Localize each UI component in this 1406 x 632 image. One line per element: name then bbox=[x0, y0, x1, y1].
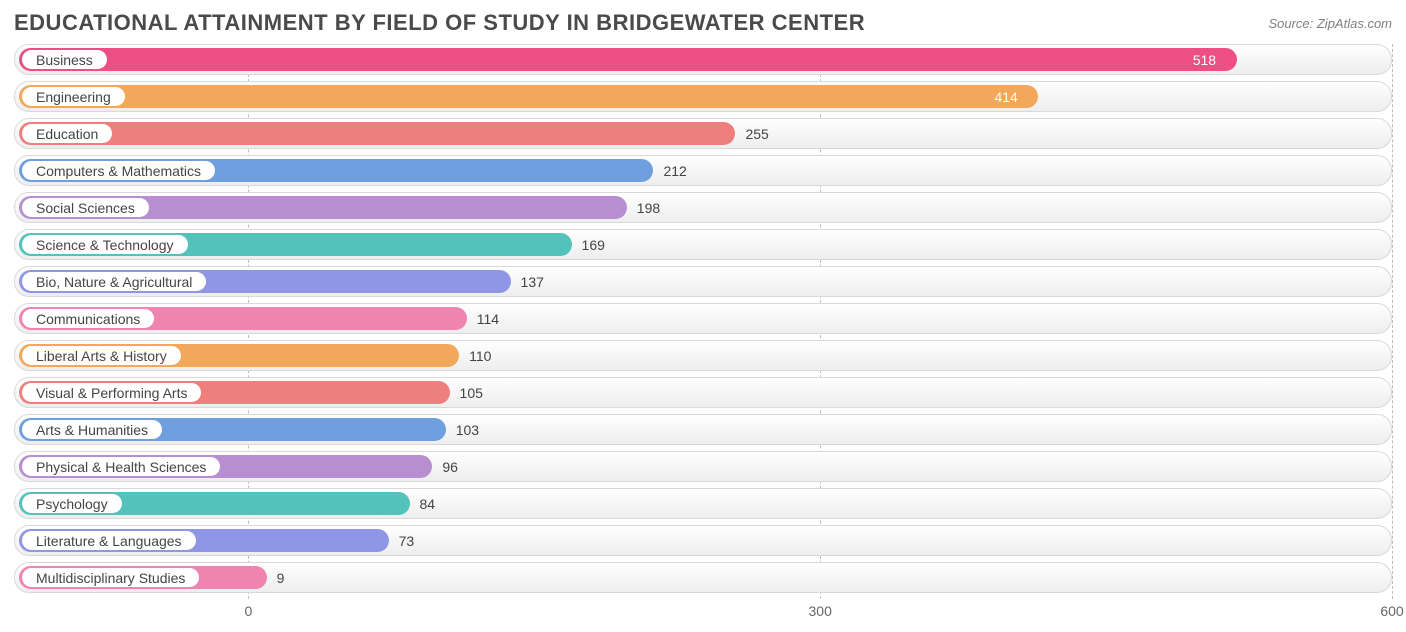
bar-value: 169 bbox=[582, 230, 605, 259]
bar-label: Arts & Humanities bbox=[22, 420, 162, 439]
bar-label: Science & Technology bbox=[22, 235, 188, 254]
bar-value: 84 bbox=[420, 489, 436, 518]
bar-label: Physical & Health Sciences bbox=[22, 457, 220, 476]
chart-container: EDUCATIONAL ATTAINMENT BY FIELD OF STUDY… bbox=[0, 0, 1406, 632]
bar-row: Communications 114 bbox=[14, 303, 1392, 334]
x-tick-label: 600 bbox=[1380, 603, 1403, 619]
bar-row: Liberal Arts & History 110 bbox=[14, 340, 1392, 371]
bar-label: Education bbox=[22, 124, 112, 143]
bar-value: 73 bbox=[399, 526, 415, 555]
bar-value: 105 bbox=[460, 378, 483, 407]
bar-row: Arts & Humanities 103 bbox=[14, 414, 1392, 445]
x-axis: 0300600 bbox=[14, 599, 1392, 627]
bar bbox=[19, 85, 1038, 108]
bar-row: Education 255 bbox=[14, 118, 1392, 149]
bar-row: Computers & Mathematics 212 bbox=[14, 155, 1392, 186]
bar-value: 255 bbox=[745, 119, 768, 148]
bar-label: Literature & Languages bbox=[22, 531, 196, 550]
bar-value: 414 bbox=[994, 82, 1017, 111]
bar-row: Bio, Nature & Agricultural 137 bbox=[14, 266, 1392, 297]
bar-label: Visual & Performing Arts bbox=[22, 383, 201, 402]
bar-label: Bio, Nature & Agricultural bbox=[22, 272, 206, 291]
bar-value: 212 bbox=[663, 156, 686, 185]
bar-value: 518 bbox=[1193, 45, 1216, 74]
bar-label: Communications bbox=[22, 309, 154, 328]
bar-value: 137 bbox=[521, 267, 544, 296]
bar-label: Business bbox=[22, 50, 107, 69]
grid-line bbox=[1392, 44, 1393, 599]
chart-title: EDUCATIONAL ATTAINMENT BY FIELD OF STUDY… bbox=[14, 10, 865, 36]
bar-label: Computers & Mathematics bbox=[22, 161, 215, 180]
bar-row: Psychology 84 bbox=[14, 488, 1392, 519]
bar bbox=[19, 48, 1237, 71]
bar-row: Business 518 bbox=[14, 44, 1392, 75]
x-tick-label: 300 bbox=[809, 603, 832, 619]
bar-label: Engineering bbox=[22, 87, 125, 106]
bar-label: Liberal Arts & History bbox=[22, 346, 181, 365]
bar-row: Visual & Performing Arts 105 bbox=[14, 377, 1392, 408]
chart-area: Business 518 Engineering 414 Education 255 Com… bbox=[14, 44, 1392, 599]
bar-row: Multidisciplinary Studies 9 bbox=[14, 562, 1392, 593]
bar-value: 114 bbox=[477, 304, 499, 333]
bar-value: 96 bbox=[442, 452, 458, 481]
bar-value: 198 bbox=[637, 193, 660, 222]
x-tick-label: 0 bbox=[245, 603, 253, 619]
bar-value: 9 bbox=[277, 563, 285, 592]
bar-value: 103 bbox=[456, 415, 479, 444]
bar-label: Multidisciplinary Studies bbox=[22, 568, 199, 587]
bar-row: Literature & Languages 73 bbox=[14, 525, 1392, 556]
bar-label: Social Sciences bbox=[22, 198, 149, 217]
header: EDUCATIONAL ATTAINMENT BY FIELD OF STUDY… bbox=[14, 10, 1392, 36]
bar bbox=[19, 122, 735, 145]
bar-row: Physical & Health Sciences 96 bbox=[14, 451, 1392, 482]
bar-row: Engineering 414 bbox=[14, 81, 1392, 112]
bar-label: Psychology bbox=[22, 494, 122, 513]
bar-row: Social Sciences 198 bbox=[14, 192, 1392, 223]
bar-row: Science & Technology 169 bbox=[14, 229, 1392, 260]
source-attribution: Source: ZipAtlas.com bbox=[1268, 16, 1392, 31]
bar-value: 110 bbox=[469, 341, 491, 370]
